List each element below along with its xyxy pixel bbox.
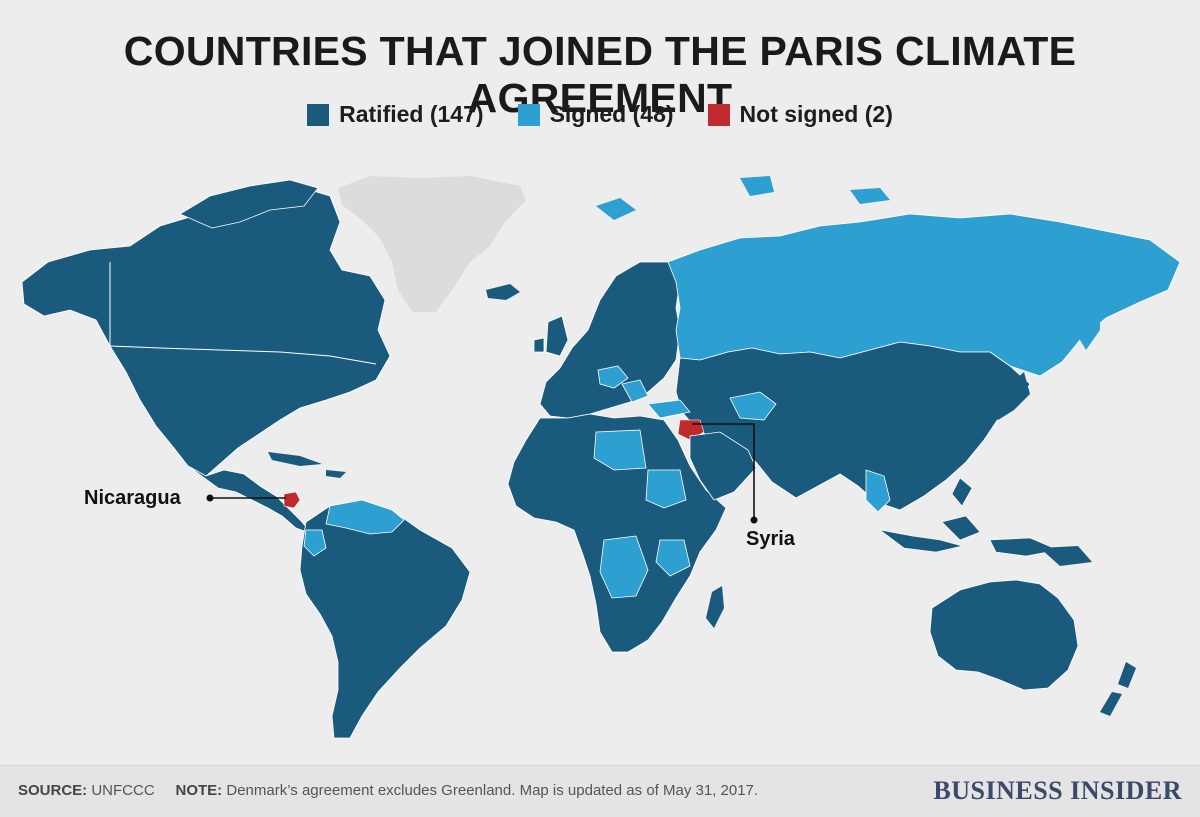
caribbean bbox=[268, 452, 346, 478]
legend-swatch-not-signed bbox=[707, 103, 730, 126]
europe-signed bbox=[597, 365, 649, 403]
russia-islands bbox=[596, 176, 890, 220]
africa-signed-east bbox=[655, 539, 691, 577]
australia bbox=[929, 579, 1079, 691]
legend: Ratified (147) Signed (48) Not signed (2… bbox=[0, 101, 1200, 128]
note-value: Denmark’s agreement excludes Greenland. … bbox=[226, 782, 759, 799]
new-zealand bbox=[1100, 662, 1136, 716]
arabia bbox=[689, 431, 757, 501]
legend-swatch-ratified bbox=[307, 103, 330, 126]
source-label: SOURCE: bbox=[18, 782, 88, 799]
nicaragua bbox=[283, 491, 301, 509]
world-map bbox=[21, 176, 1181, 739]
europe bbox=[539, 261, 681, 419]
business-insider-logo: BUSINESS INSIDER bbox=[933, 776, 1182, 805]
legend-item-ratified: Ratified (147) bbox=[307, 101, 484, 128]
uk-ireland bbox=[533, 315, 569, 357]
legend-item-not-signed: Not signed (2) bbox=[707, 101, 893, 128]
iceland bbox=[486, 284, 520, 300]
kamchatka bbox=[1074, 290, 1100, 350]
se-asia-signed bbox=[865, 469, 891, 513]
sa-signed-west bbox=[303, 529, 327, 557]
map-title: COUNTRIES THAT JOINED THE PARIS CLIMATE … bbox=[123, 28, 1077, 121]
legend-label-not-signed: Not signed (2) bbox=[739, 101, 893, 127]
nicaragua-leader-dot bbox=[206, 494, 214, 502]
indonesia bbox=[879, 477, 1060, 557]
madagascar bbox=[706, 586, 724, 628]
footer-notes: SOURCE: UNFCCC NOTE: Denmark’s agreement… bbox=[18, 782, 758, 799]
syria-leader-line bbox=[692, 423, 755, 520]
arctic-islands bbox=[179, 179, 319, 229]
syria-leader-dot bbox=[750, 516, 758, 524]
legend-label-signed: Signed (48) bbox=[549, 101, 674, 127]
greenland bbox=[338, 176, 526, 312]
legend-item-signed: Signed (48) bbox=[517, 101, 674, 128]
papua bbox=[1040, 546, 1092, 566]
japan bbox=[994, 372, 1030, 420]
footer: SOURCE: UNFCCC NOTE: Denmark’s agreement… bbox=[0, 765, 1200, 817]
note-label: NOTE: bbox=[175, 782, 223, 799]
africa-signed-sudan bbox=[645, 469, 687, 509]
south-america bbox=[299, 499, 471, 739]
africa-signed-north bbox=[593, 429, 647, 471]
legend-label-ratified: Ratified (147) bbox=[339, 101, 484, 127]
source-value: UNFCCC bbox=[91, 782, 155, 799]
legend-swatch-signed bbox=[517, 103, 540, 126]
callout-nicaragua: Nicaragua bbox=[84, 487, 181, 509]
sa-signed-north bbox=[325, 499, 405, 535]
north-america bbox=[21, 183, 391, 477]
callout-syria: Syria bbox=[746, 528, 795, 550]
us-canada-border bbox=[109, 345, 377, 365]
africa-signed-central bbox=[599, 535, 649, 599]
